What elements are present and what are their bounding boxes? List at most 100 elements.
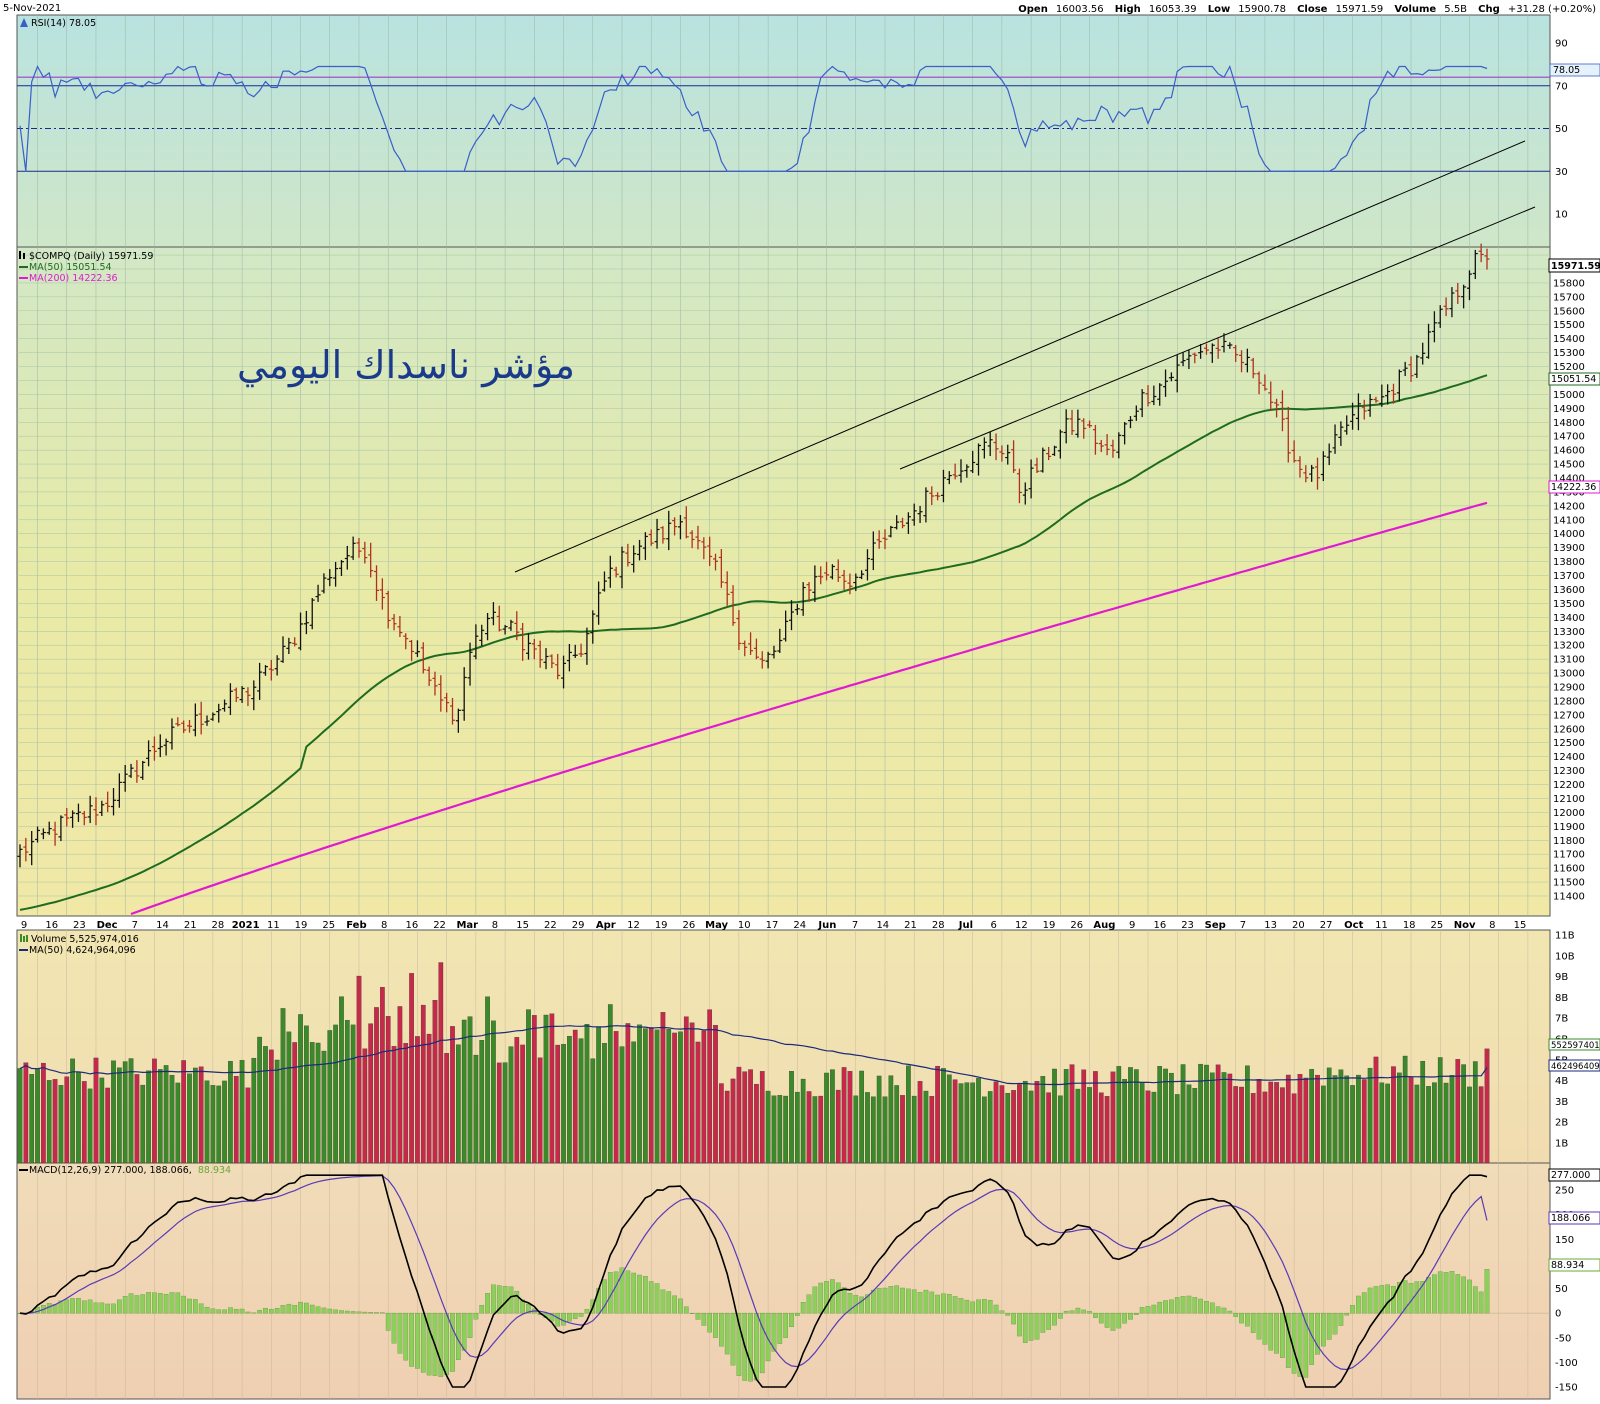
volume-bar xyxy=(228,1060,233,1164)
macd-histogram-bar xyxy=(1367,1287,1373,1314)
macd-histogram-bar xyxy=(1198,1298,1203,1314)
volume-bar xyxy=(1245,1065,1250,1164)
macd-histogram-bar xyxy=(1133,1312,1139,1315)
volume-bar xyxy=(1402,1055,1408,1164)
macd-histogram-bar xyxy=(555,1312,561,1327)
x-axis-label: 6 xyxy=(990,920,996,931)
macd-histogram-bar xyxy=(304,1302,309,1314)
volume-bar xyxy=(1069,1064,1075,1164)
macd-histogram-bar xyxy=(403,1312,409,1361)
volume-bar xyxy=(1461,1064,1466,1164)
volume-bar xyxy=(1467,1086,1472,1164)
volume-bar xyxy=(1058,1095,1063,1164)
macd-histogram-bar xyxy=(724,1312,730,1355)
volume-bar xyxy=(46,1080,52,1164)
x-axis-label: Dec xyxy=(97,920,118,931)
x-axis-label: 7 xyxy=(1240,920,1246,931)
volume-bar xyxy=(29,1074,35,1164)
volume-bar xyxy=(730,1078,736,1164)
macd-histogram-bar xyxy=(81,1300,87,1314)
macd-histogram-bar xyxy=(1268,1312,1274,1351)
volume-bar xyxy=(391,1046,397,1164)
volume-bar xyxy=(1291,1093,1297,1164)
volume-bar xyxy=(169,1074,175,1164)
x-axis-label: 9 xyxy=(1129,920,1135,931)
volume-bar xyxy=(1361,1079,1367,1164)
volume-bar xyxy=(1209,1072,1215,1164)
x-axis-label: 19 xyxy=(295,920,308,931)
ma50-line xyxy=(19,374,1488,911)
volume-label: Volume xyxy=(1394,4,1436,15)
volume-bar xyxy=(1133,1069,1139,1164)
x-axis-label: 17 xyxy=(766,920,779,931)
volume-bar xyxy=(81,1081,87,1164)
volume-bar xyxy=(964,1082,970,1164)
volume-bar xyxy=(163,1065,169,1164)
macd-histogram-bar xyxy=(216,1309,222,1314)
macd-histogram-bar xyxy=(643,1276,648,1314)
volume-bar xyxy=(543,1014,549,1164)
x-axis-label: 9 xyxy=(21,920,27,931)
volume-bar xyxy=(502,1062,508,1164)
volume-bar xyxy=(17,1068,23,1164)
volume-bar xyxy=(1262,1091,1268,1164)
macd-histogram-bar xyxy=(1396,1282,1402,1314)
macd-histogram-bar xyxy=(327,1308,333,1314)
volume-bar xyxy=(906,1065,911,1164)
macd-histogram-bar xyxy=(1034,1312,1040,1340)
volume-bar xyxy=(339,996,344,1164)
macd-legend-text: MACD(12,26,9) 277.000, 188.066, xyxy=(29,1165,192,1176)
volume-bar xyxy=(356,975,362,1164)
volume-bar xyxy=(754,1083,759,1164)
macd-histogram-bar xyxy=(1239,1312,1244,1324)
volume-bar xyxy=(531,1015,537,1164)
macd-histogram-bar xyxy=(695,1312,701,1320)
x-axis-label: Feb xyxy=(346,920,366,931)
volume-bar xyxy=(1344,1075,1350,1164)
volume-bar xyxy=(409,973,414,1164)
volume-bar xyxy=(929,1096,935,1164)
volume-bar xyxy=(1081,1069,1087,1164)
macd-histogram-bar xyxy=(467,1312,473,1338)
volume-bar xyxy=(380,987,385,1164)
macd-histogram-bar xyxy=(333,1309,338,1314)
ma50-legend-text: MA(50) 15051.54 xyxy=(29,262,112,273)
volume-bar xyxy=(1391,1066,1396,1164)
volume-bar xyxy=(245,1087,251,1164)
high-label: High xyxy=(1115,4,1141,15)
macd-histogram-bar xyxy=(1426,1277,1431,1314)
macd-histogram-bar xyxy=(385,1312,391,1331)
macd-histogram-bar xyxy=(719,1312,724,1347)
volume-bar xyxy=(625,1023,631,1164)
volume-bar xyxy=(485,996,490,1164)
volume-bar xyxy=(344,1020,350,1164)
macd-histogram-bar xyxy=(1472,1286,1478,1314)
price-tick-label: 12200 xyxy=(1553,780,1585,791)
price-tick-label: 13300 xyxy=(1553,627,1585,638)
macd-histogram-bar xyxy=(1116,1312,1122,1329)
macd-histogram-bar xyxy=(701,1312,707,1326)
macd-histogram-bar xyxy=(1122,1312,1127,1324)
volume-bar xyxy=(1426,1086,1431,1164)
volume-last-value: 5525974016 xyxy=(1551,1041,1600,1051)
volume-bar xyxy=(198,1066,204,1164)
macd-histogram-bar xyxy=(1332,1312,1338,1335)
volume-bar xyxy=(1274,1082,1279,1164)
volume-bar xyxy=(1046,1092,1051,1164)
volume-bar xyxy=(210,1085,216,1164)
volume-bar xyxy=(765,1090,771,1164)
volume-bar xyxy=(1326,1067,1332,1164)
macd-histogram-bar xyxy=(1063,1310,1069,1314)
volume-bar xyxy=(607,1004,613,1164)
macd-histogram-bar xyxy=(1338,1312,1344,1326)
macd-histogram-bar xyxy=(1373,1286,1379,1314)
volume-bar xyxy=(239,1060,245,1164)
ma50-last-box xyxy=(1548,372,1600,386)
volume-bar xyxy=(1332,1075,1338,1164)
volume-bar xyxy=(1472,1061,1478,1164)
macd-histogram-bar xyxy=(923,1289,929,1314)
x-axis-label: 27 xyxy=(1320,920,1333,931)
high-value: 16053.39 xyxy=(1149,4,1197,15)
macd-histogram-bar xyxy=(689,1312,695,1314)
ma200-last-value: 14222.36 xyxy=(1551,482,1596,493)
